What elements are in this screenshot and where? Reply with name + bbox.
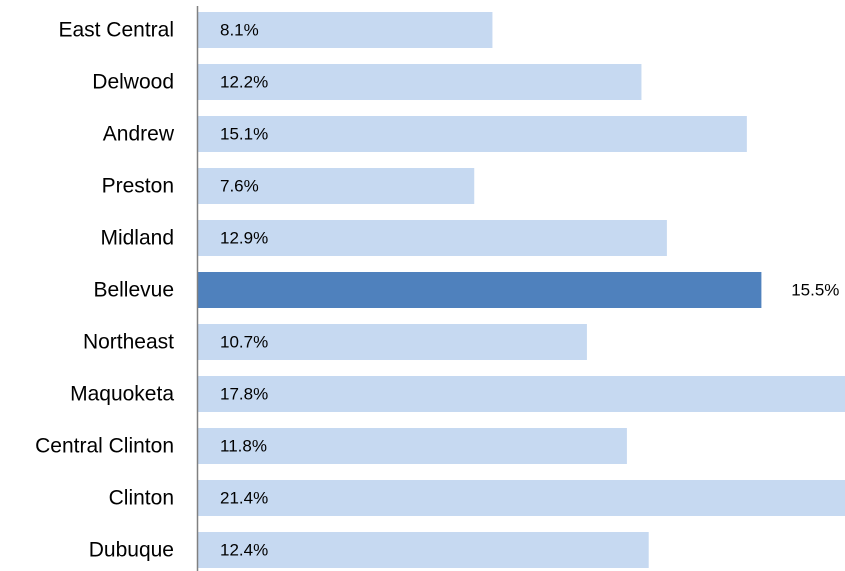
category-label-maquoketa: Maquoketa: [70, 383, 174, 406]
bar-andrew: [198, 116, 747, 152]
value-label-northeast: 10.7%: [220, 333, 268, 352]
value-label-central-clinton: 11.8%: [220, 437, 267, 456]
value-label-bellevue: 15.5%: [791, 281, 839, 300]
bar-east-central: [198, 12, 493, 48]
category-label-andrew: Andrew: [103, 123, 175, 146]
labels-layer: East Central 8.1% Delwood 12.2% Andrew 15.1% P…: [35, 19, 839, 562]
bar-dubuque: [198, 532, 649, 568]
value-label-preston: 7.6%: [220, 177, 259, 196]
bar-preston: [198, 168, 475, 204]
category-label-northeast: Northeast: [83, 331, 174, 354]
bar-maquoketa: [198, 376, 845, 412]
bar-central-clinton: [198, 428, 627, 464]
category-label-midland: Midland: [100, 227, 174, 250]
value-label-delwood: 12.2%: [220, 73, 268, 92]
category-label-preston: Preston: [102, 175, 174, 198]
value-label-dubuque: 12.4%: [220, 541, 268, 560]
value-label-maquoketa: 17.8%: [220, 385, 268, 404]
value-label-andrew: 15.1%: [220, 125, 268, 144]
category-label-dubuque: Dubuque: [89, 539, 174, 562]
category-label-bellevue: Bellevue: [93, 279, 174, 302]
bar-bellevue: [198, 272, 762, 308]
bar-clinton: [198, 480, 845, 516]
category-label-clinton: Clinton: [109, 487, 174, 510]
bars-layer: [198, 12, 845, 568]
category-label-delwood: Delwood: [92, 71, 174, 94]
bar-delwood: [198, 64, 642, 100]
category-label-central-clinton: Central Clinton: [35, 435, 174, 458]
bar-midland: [198, 220, 667, 256]
value-label-clinton: 21.4%: [220, 489, 268, 508]
value-label-east-central: 8.1%: [220, 21, 259, 40]
category-label-east-central: East Central: [58, 19, 174, 42]
bar-northeast: [198, 324, 587, 360]
value-label-midland: 12.9%: [220, 229, 268, 248]
